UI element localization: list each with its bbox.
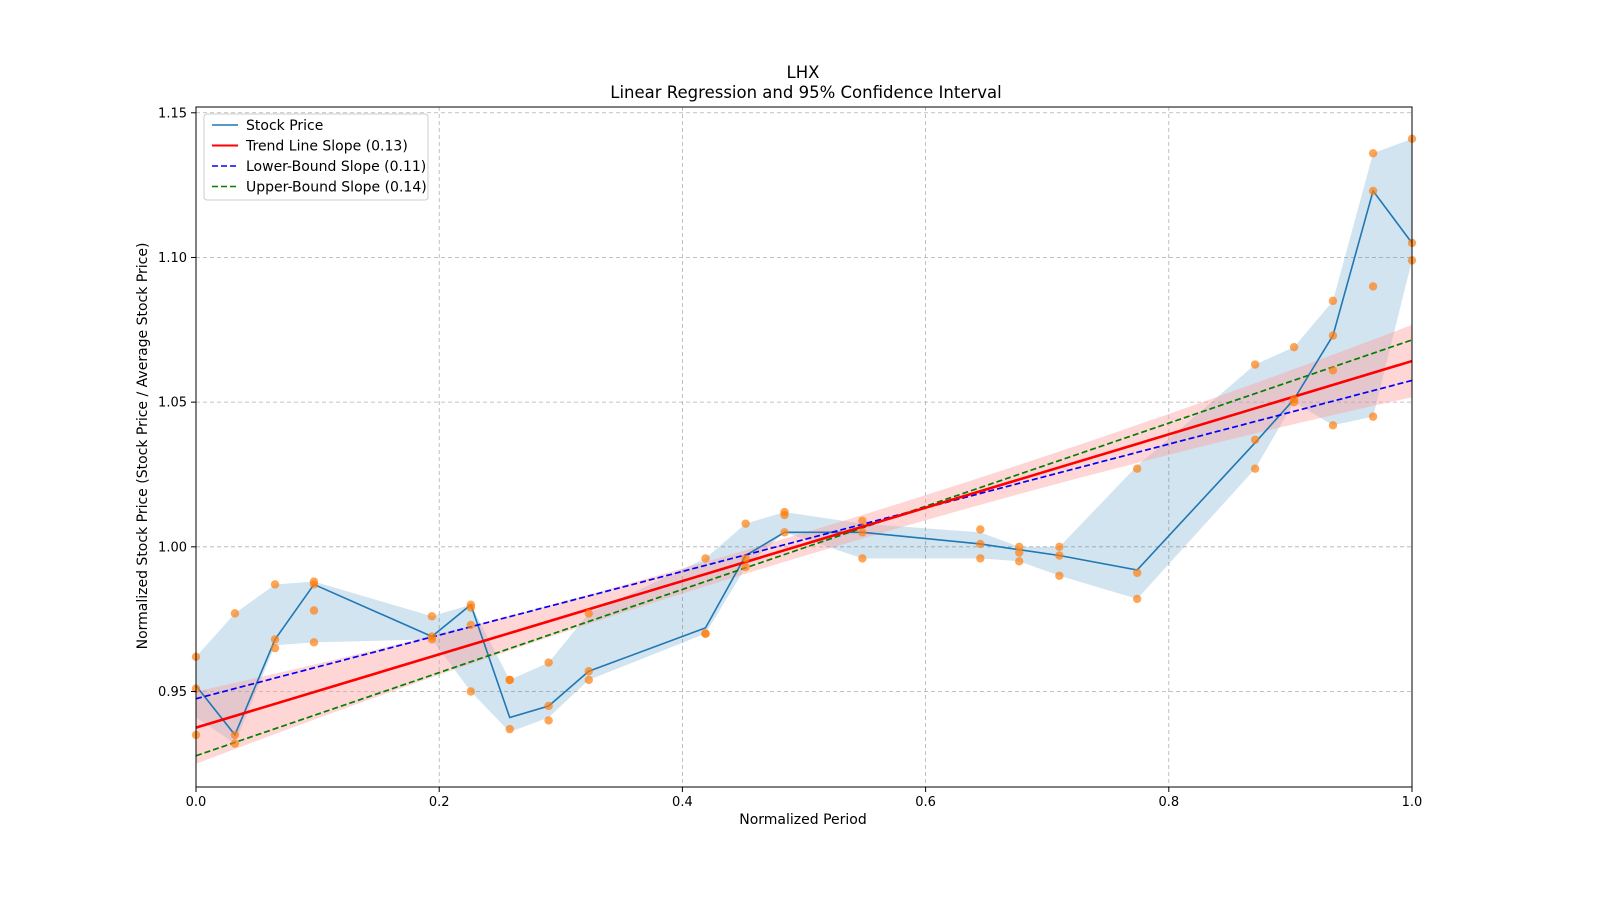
scatter-point bbox=[270, 643, 280, 653]
scatter-point bbox=[1250, 435, 1260, 444]
scatter-point bbox=[505, 724, 514, 734]
x-tick-label: 0.0 bbox=[186, 795, 207, 810]
scatter-point bbox=[270, 580, 280, 589]
scatter-point bbox=[544, 716, 553, 725]
y-axis-ticks: 0.95 1.00 1.05 1.10 1.15 bbox=[158, 106, 196, 700]
scatter-point bbox=[1015, 542, 1024, 552]
scatter-point bbox=[1368, 149, 1378, 158]
line-layer bbox=[195, 189, 1413, 757]
x-tick-label: 0.2 bbox=[429, 795, 450, 810]
scatter-point bbox=[858, 516, 867, 525]
scatter-point bbox=[544, 701, 553, 711]
scatter-point bbox=[1328, 331, 1338, 340]
scatter-point bbox=[584, 609, 593, 618]
scatter-point bbox=[1055, 571, 1064, 580]
x-tick-label: 0.8 bbox=[1158, 795, 1179, 810]
y-tick-label: 1.00 bbox=[158, 540, 187, 555]
stock-band-layer bbox=[196, 138, 1412, 744]
stock-price-line bbox=[195, 189, 1413, 737]
y-tick-label: 1.10 bbox=[158, 251, 187, 266]
y-tick-label: 0.95 bbox=[158, 685, 187, 700]
scatter-point bbox=[1055, 542, 1064, 552]
scatter-point bbox=[505, 675, 514, 685]
trend-line bbox=[195, 359, 1413, 729]
scatter-point bbox=[741, 554, 750, 563]
scatter-point bbox=[701, 554, 710, 563]
lower-bound-line bbox=[195, 379, 1413, 700]
scatter-point bbox=[427, 612, 437, 621]
legend-label: Lower-Bound Slope (0.11) bbox=[246, 159, 426, 175]
scatter-point bbox=[1132, 464, 1142, 473]
legend-label: Trend Line Slope (0.13) bbox=[245, 139, 408, 155]
scatter-point bbox=[544, 658, 553, 667]
scatter-point bbox=[466, 620, 476, 630]
x-tick-label: 1.0 bbox=[1402, 795, 1423, 810]
scatter-point bbox=[1368, 282, 1378, 291]
chart-title: LHX bbox=[787, 63, 820, 82]
scatter-point bbox=[309, 638, 319, 647]
scatter-point bbox=[1250, 360, 1260, 369]
scatter-point bbox=[1368, 412, 1378, 421]
scatter-point bbox=[584, 675, 593, 685]
scatter-point bbox=[466, 603, 476, 612]
y-tick-label: 1.15 bbox=[158, 106, 187, 121]
scatter-point bbox=[858, 528, 867, 537]
scatter-point bbox=[1250, 464, 1260, 473]
scatter-point bbox=[309, 580, 319, 589]
scatter-point bbox=[1328, 366, 1338, 375]
scatter-point bbox=[270, 635, 280, 644]
x-axis-ticks: 0.0 0.2 0.4 0.6 0.8 1.0 bbox=[186, 787, 1423, 810]
x-axis-label: Normalized Period bbox=[739, 812, 867, 828]
legend-box bbox=[203, 113, 429, 201]
scatter-point bbox=[1132, 594, 1142, 604]
scatter-point bbox=[1132, 568, 1142, 578]
legend-label: Stock Price bbox=[246, 118, 323, 134]
scatter-point bbox=[1328, 421, 1338, 430]
scatter-point bbox=[230, 609, 240, 618]
scatter-point bbox=[466, 687, 476, 696]
legend-label: Upper-Bound Slope (0.14) bbox=[246, 180, 427, 196]
scatter-point bbox=[780, 528, 789, 537]
upper-bound-line bbox=[195, 339, 1413, 757]
stock-price-band bbox=[196, 138, 1412, 744]
scatter-point bbox=[230, 739, 240, 748]
scatter-point bbox=[1015, 548, 1024, 557]
scatter-point bbox=[976, 539, 985, 549]
x-tick-label: 0.4 bbox=[672, 795, 693, 810]
x-tick-label: 0.6 bbox=[915, 795, 936, 810]
scatter-point bbox=[976, 554, 985, 563]
scatter-point bbox=[230, 730, 240, 740]
plot-frame bbox=[195, 106, 1413, 788]
scatter-point bbox=[741, 562, 750, 572]
scatter-point bbox=[1015, 557, 1024, 566]
scatter-point bbox=[976, 525, 985, 534]
y-tick-label: 1.05 bbox=[158, 396, 187, 411]
scatter-point bbox=[1368, 186, 1378, 196]
scatter-point bbox=[1289, 342, 1299, 352]
scatter-point bbox=[427, 635, 437, 644]
scatter-point bbox=[309, 606, 319, 615]
scatter-point bbox=[780, 510, 789, 520]
scatter-point bbox=[858, 554, 867, 563]
scatter-point bbox=[1055, 551, 1064, 560]
scatter-point bbox=[1328, 296, 1338, 306]
scatter-point bbox=[1289, 397, 1299, 407]
legend: Stock Price Trend Line Slope (0.13) Lower-… bbox=[203, 113, 429, 201]
y-axis-label: Normalized Stock Price (Stock Price / Av… bbox=[135, 243, 151, 650]
chart-subtitle: Linear Regression and 95% Confidence Int… bbox=[610, 83, 1001, 102]
scatter-point bbox=[701, 629, 710, 638]
scatter-point bbox=[741, 519, 750, 528]
scatter-point bbox=[584, 667, 593, 676]
